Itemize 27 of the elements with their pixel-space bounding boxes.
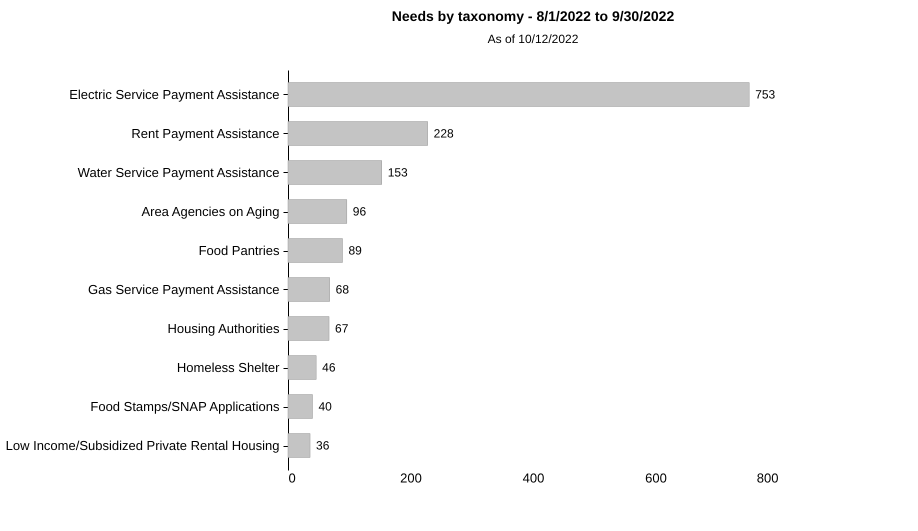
x-tick-label: 200 <box>400 470 422 486</box>
y-tick-label: Water Service Payment Assistance <box>78 165 280 180</box>
data-label: 753 <box>755 88 776 102</box>
data-label: 228 <box>434 126 454 140</box>
y-tick-label: Area Agencies on Aging <box>141 204 280 219</box>
x-tick-label: 800 <box>756 470 778 486</box>
y-tick-label: Electric Service Payment Assistance <box>69 87 280 102</box>
x-tick-label: 600 <box>645 470 667 486</box>
y-tick-label: Food Stamps/SNAP Applications <box>90 399 280 414</box>
x-tick-label: 400 <box>522 470 544 486</box>
data-label: 46 <box>322 360 336 374</box>
data-label: 153 <box>388 166 408 180</box>
data-label: 36 <box>316 438 330 452</box>
y-tick-label: Homeless Shelter <box>176 360 280 375</box>
y-tick-label: Low Income/Subsidized Private Rental Housing <box>6 438 280 453</box>
data-label: 96 <box>352 204 366 218</box>
y-tick-label: Housing Authorities <box>167 321 280 336</box>
y-tick-label: Rent Payment Assistance <box>131 126 280 141</box>
data-label: 67 <box>335 322 349 336</box>
y-tick-label: Gas Service Payment Assistance <box>88 282 280 297</box>
data-label: 89 <box>348 244 362 258</box>
y-tick-label: Food Pantries <box>198 243 280 258</box>
chart-subtitle: As of 10/12/2022 <box>488 32 579 46</box>
data-label: 68 <box>336 282 350 296</box>
x-tick-label: 0 <box>288 470 296 486</box>
data-label: 40 <box>318 400 332 414</box>
chart-title: Needs by taxonomy - 8/1/2022 to 9/30/2022 <box>392 8 674 24</box>
